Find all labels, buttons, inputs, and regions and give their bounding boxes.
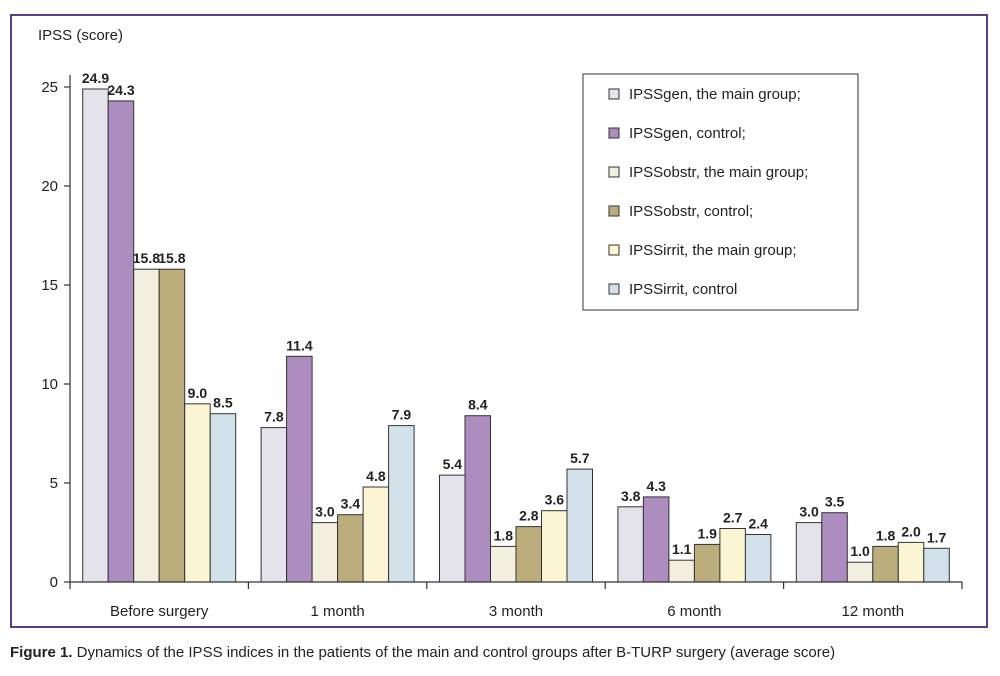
legend-label: IPSSobstr, the main group; [629, 164, 808, 181]
bar [337, 514, 364, 583]
bar [693, 543, 721, 583]
y-tick-label: 0 [50, 574, 58, 591]
bar [541, 510, 568, 583]
figure-caption: Figure 1. Dynamics of the IPSS indices i… [10, 644, 990, 661]
value-label: 3.0 [799, 504, 819, 520]
bar [286, 355, 313, 583]
bar [719, 528, 746, 583]
value-label: 1.7 [927, 529, 947, 545]
bar [82, 88, 109, 583]
bar [642, 496, 670, 583]
value-label: 5.4 [443, 456, 463, 472]
chart-svg: IPSS (score) 24.924.3 15.815.8 9.0 8.5 7.8 11… [38, 27, 963, 620]
legend-swatch [608, 205, 620, 217]
value-label: 1.0 [850, 543, 870, 559]
caption-label: Figure 1. [10, 644, 73, 661]
y-tick-label: 25 [41, 79, 58, 96]
bar [209, 413, 237, 583]
value-label: 1.1 [672, 541, 692, 557]
value-label: 2.4 [748, 516, 768, 532]
bar [617, 506, 644, 583]
value-label: 2.8 [519, 508, 539, 524]
legend: IPSSgen, the main group; IPSSgen, control… [582, 73, 859, 311]
legend-label: IPSSirrit, the main group; [629, 242, 797, 259]
x-tick-label: 1 month [310, 603, 364, 620]
x-tick-label: 6 month [667, 603, 721, 620]
value-label: 3.5 [825, 494, 845, 510]
legend-swatch [608, 244, 620, 256]
value-label: 3.0 [315, 504, 335, 520]
value-labels-layer: 24.924.3 15.815.8 9.0 8.5 7.8 11.4 3.0 3.4 4.8 7.… [82, 70, 947, 559]
value-label: 24.3 [107, 82, 134, 98]
bar [795, 522, 823, 583]
value-label: 7.8 [264, 409, 284, 425]
bar [846, 561, 874, 583]
legend-swatch [608, 166, 620, 178]
bar [668, 559, 695, 583]
y-tick-label: 10 [41, 376, 58, 393]
bar [439, 474, 466, 583]
value-label: 15.8 [158, 250, 185, 266]
bar [515, 526, 542, 583]
axes-layer: Before surgery 1 month 3 month 6 month 12 mo… [41, 75, 963, 620]
legend-label: IPSSgen, control; [629, 125, 746, 142]
bar [362, 486, 390, 583]
caption-text: Dynamics of the IPSS indices in the pati… [72, 644, 836, 661]
bar [566, 468, 593, 583]
bar [133, 268, 160, 583]
bars-layer [82, 88, 950, 583]
legend-label: IPSSobstr, control; [629, 203, 753, 220]
value-label: 1.8 [494, 527, 514, 543]
value-label: 11.4 [286, 337, 313, 353]
bar [821, 512, 848, 583]
bar [158, 268, 186, 583]
value-label: 1.9 [697, 525, 717, 541]
bar [388, 425, 415, 583]
value-label: 8.4 [468, 397, 488, 413]
y-tick-label: 15 [41, 277, 58, 294]
bar [744, 534, 772, 583]
bar [311, 522, 339, 583]
legend-swatch [608, 88, 620, 100]
bar [923, 547, 950, 583]
value-label: 4.8 [366, 468, 386, 484]
y-tick-label: 20 [41, 178, 58, 195]
value-label: 3.6 [545, 492, 565, 508]
y-axis-title: IPSS (score) [38, 27, 123, 44]
value-label: 2.0 [901, 523, 921, 539]
value-label: 15.8 [133, 250, 160, 266]
bar [184, 403, 211, 583]
value-label: 9.0 [188, 385, 208, 401]
legend-swatch [608, 127, 620, 139]
legend-label: IPSSgen, the main group; [629, 86, 801, 103]
value-label: 3.8 [621, 488, 641, 504]
bar [897, 541, 925, 583]
legend-box [582, 73, 859, 311]
bar [260, 427, 288, 583]
value-label: 24.9 [82, 70, 109, 86]
value-label: 4.3 [646, 478, 666, 494]
value-label: 3.4 [341, 496, 361, 512]
x-tick-label: 3 month [489, 603, 543, 620]
bar [872, 545, 899, 583]
legend-label: IPSSirrit, control [629, 281, 737, 298]
legend-swatch [608, 283, 620, 295]
value-label: 7.9 [392, 407, 412, 423]
value-label: 8.5 [213, 395, 233, 411]
x-tick-label: 12 month [842, 603, 905, 620]
bar [107, 100, 135, 583]
bar [464, 415, 491, 583]
y-tick-label: 5 [50, 475, 58, 492]
value-label: 1.8 [876, 527, 896, 543]
value-label: 2.7 [723, 510, 743, 526]
x-tick-label: Before surgery [110, 603, 209, 620]
bar [490, 545, 517, 583]
value-label: 5.7 [570, 450, 590, 466]
